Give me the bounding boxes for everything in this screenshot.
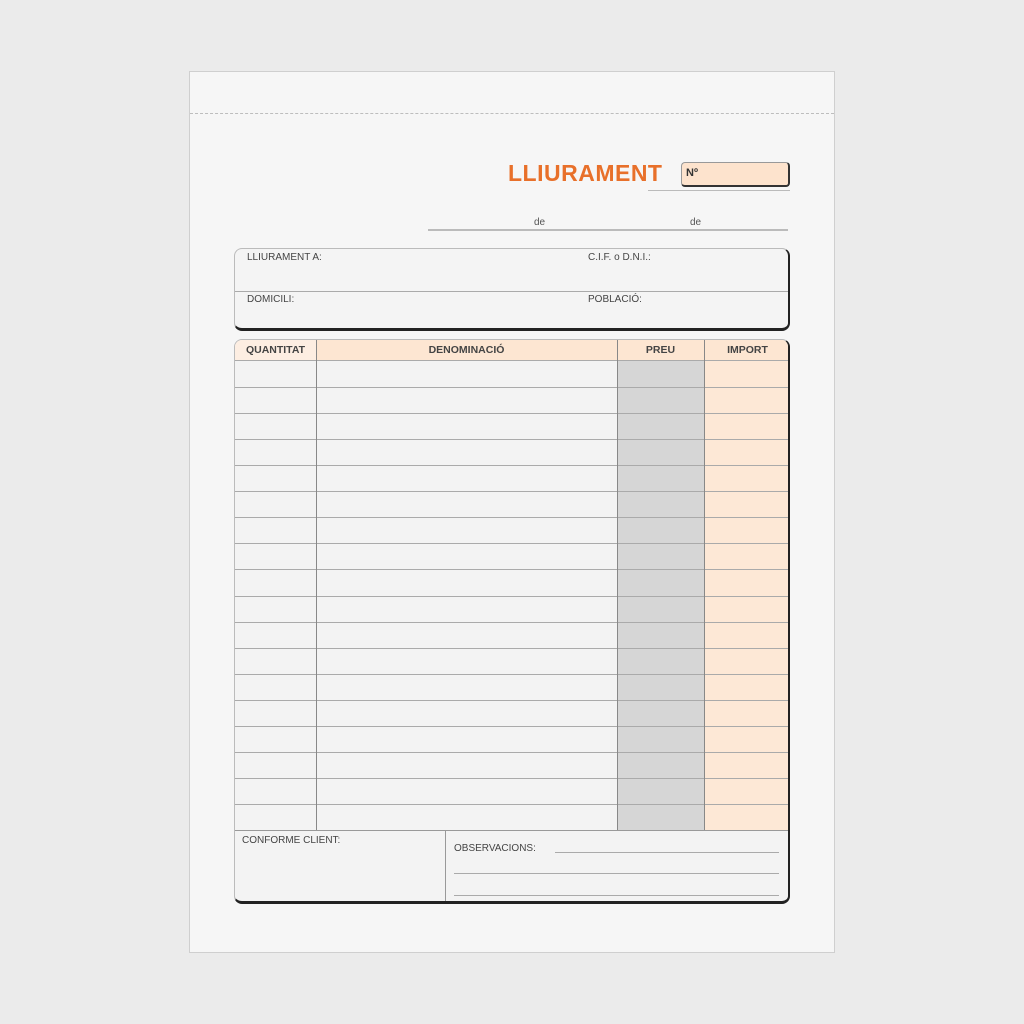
delivery-note-sheet: LLIURAMENT Nº de de LLIURAMENT A: C.I.F.… — [189, 71, 835, 953]
table-row-line — [235, 647, 788, 649]
column-header-amount: IMPORT — [704, 340, 788, 361]
table-row-line — [235, 725, 788, 727]
table-row-line — [235, 491, 788, 493]
date-connector: de — [534, 217, 546, 228]
items-table: QUANTITAT DENOMINACIÓ PREU IMPORT CONFOR… — [234, 339, 790, 904]
table-row-line — [235, 543, 788, 545]
perforation-line — [190, 113, 834, 114]
observations-line[interactable] — [454, 895, 779, 896]
divider — [235, 291, 788, 292]
table-row-line — [235, 465, 788, 467]
document-title: LLIURAMENT — [508, 160, 663, 186]
delivered-to-label: LLIURAMENT A: — [247, 252, 322, 263]
table-row-line — [235, 413, 788, 415]
title-underline — [648, 190, 790, 191]
date-connector: de — [690, 217, 702, 228]
column-divider — [617, 340, 618, 830]
column-header-price: PREU — [617, 340, 704, 361]
table-row-line — [235, 621, 788, 623]
table-row-line — [235, 751, 788, 753]
column-divider — [316, 340, 317, 830]
table-row-line — [235, 439, 788, 441]
tax-id-label: C.I.F. o D.N.I.: — [588, 252, 651, 263]
footer-divider — [445, 831, 446, 901]
table-row-line — [235, 569, 788, 571]
column-divider — [704, 340, 705, 830]
client-approval-label: CONFORME CLIENT: — [242, 835, 341, 846]
observations-line[interactable] — [454, 873, 779, 874]
observations-label: OBSERVACIONS: — [454, 843, 536, 854]
table-row-line — [235, 387, 788, 389]
table-row-line — [235, 777, 788, 779]
observations-line[interactable] — [555, 852, 779, 853]
table-row-line — [235, 673, 788, 675]
table-row-line — [235, 803, 788, 805]
client-box: LLIURAMENT A: C.I.F. o D.N.I.: DOMICILI:… — [234, 248, 790, 331]
table-row-line — [235, 595, 788, 597]
number-field[interactable]: Nº — [681, 162, 790, 187]
column-header-quantity: QUANTITAT — [235, 340, 316, 361]
table-row-line — [235, 517, 788, 519]
table-footer: CONFORME CLIENT: OBSERVACIONS: — [235, 830, 788, 901]
address-label: DOMICILI: — [247, 294, 295, 305]
town-label: POBLACIÓ: — [588, 294, 642, 305]
table-row-line — [235, 699, 788, 701]
date-line[interactable]: de de — [428, 213, 788, 231]
column-header-description: DENOMINACIÓ — [316, 340, 617, 361]
